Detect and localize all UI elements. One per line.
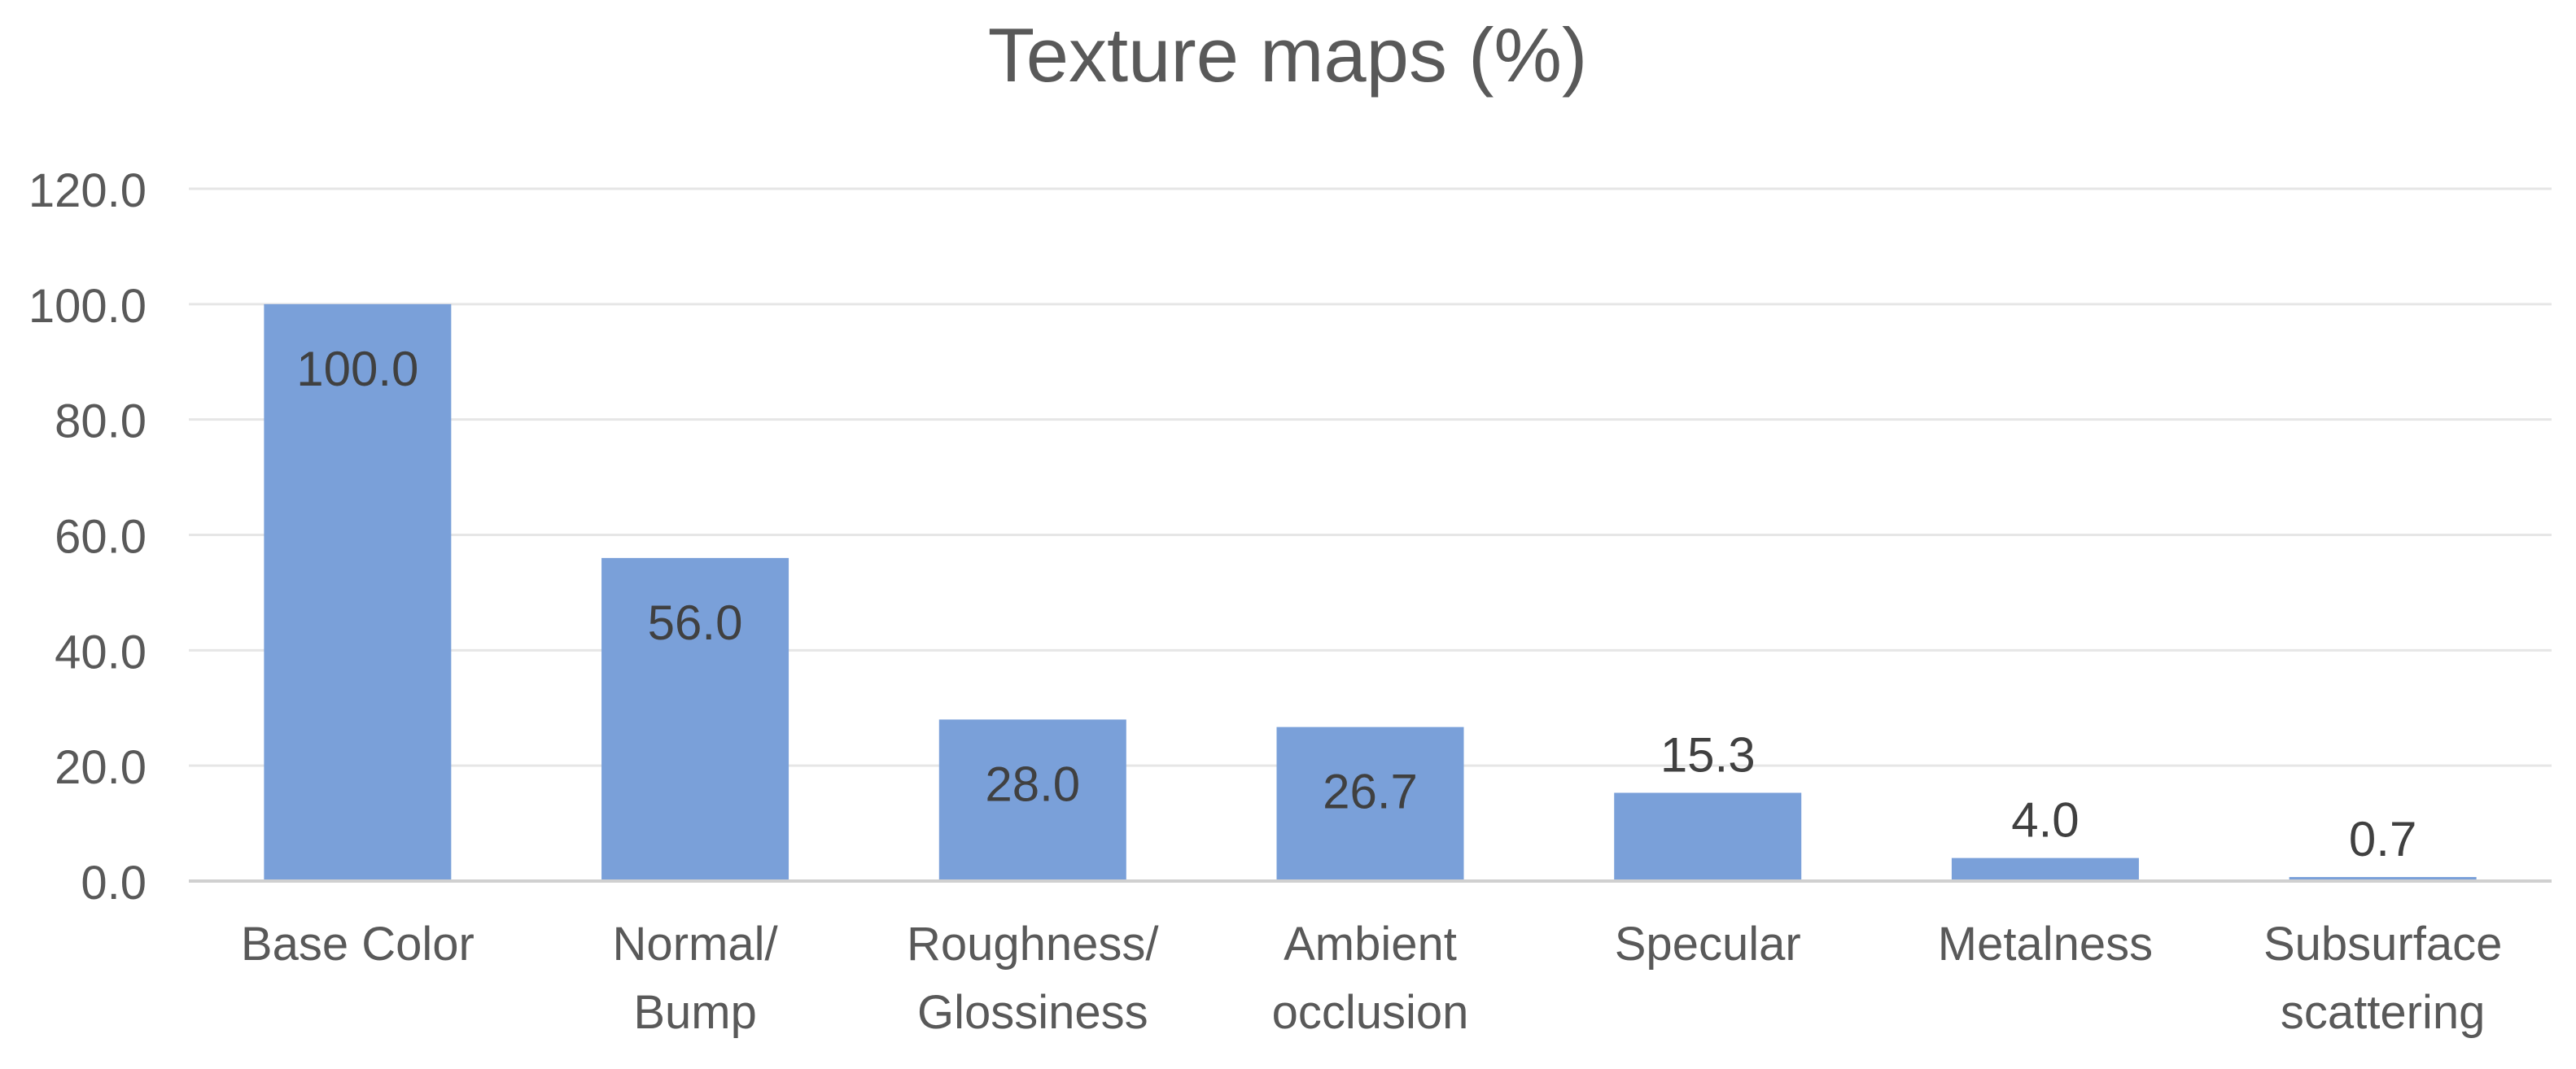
data-labels: 100.0 56.0 28.0 26.7 15.3 4.0 0.7 bbox=[296, 342, 2416, 866]
x-tick-label: Normal/Bump bbox=[613, 918, 779, 1039]
bar bbox=[1276, 726, 1464, 881]
x-tick-label: Base Color bbox=[241, 918, 475, 971]
bar bbox=[938, 719, 1126, 881]
data-label: 56.0 bbox=[648, 596, 743, 650]
data-label: 0.7 bbox=[2349, 812, 2416, 866]
x-tick-label: Specular bbox=[1615, 918, 1801, 971]
y-tick-label: 20.0 bbox=[55, 741, 147, 794]
bar bbox=[1614, 792, 1802, 881]
data-label: 28.0 bbox=[985, 757, 1080, 811]
bar bbox=[601, 557, 789, 881]
data-label: 4.0 bbox=[2011, 793, 2079, 848]
y-axis-tick-labels: 0.0 20.0 40.0 60.0 80.0 100.0 120.0 bbox=[28, 164, 147, 910]
x-axis-tick-labels: Base Color Normal/Bump Roughness/Glossines… bbox=[241, 918, 2502, 1039]
y-tick-label: 0.0 bbox=[81, 857, 147, 910]
x-tick-label: Subsurface scattering bbox=[2263, 918, 2502, 1039]
x-tick-label: Roughness/Glossiness bbox=[907, 918, 1159, 1039]
y-tick-label: 100.0 bbox=[28, 280, 147, 333]
y-tick-label: 80.0 bbox=[55, 395, 147, 448]
x-tick-label: Metalness bbox=[1938, 918, 2153, 971]
bar bbox=[1951, 857, 2139, 881]
y-tick-label: 120.0 bbox=[28, 164, 147, 217]
bar bbox=[2289, 877, 2477, 881]
y-tick-label: 40.0 bbox=[55, 626, 147, 678]
y-tick-label: 60.0 bbox=[55, 511, 147, 564]
data-label: 100.0 bbox=[296, 342, 418, 396]
data-label: 15.3 bbox=[1660, 727, 1756, 782]
gridlines bbox=[189, 187, 2552, 767]
data-label: 26.7 bbox=[1323, 765, 1418, 819]
bar bbox=[264, 303, 452, 881]
x-tick-label: Ambient occlusion bbox=[1272, 918, 1469, 1039]
bars bbox=[264, 303, 2477, 881]
chart-title: Texture maps (%) bbox=[988, 12, 1588, 98]
